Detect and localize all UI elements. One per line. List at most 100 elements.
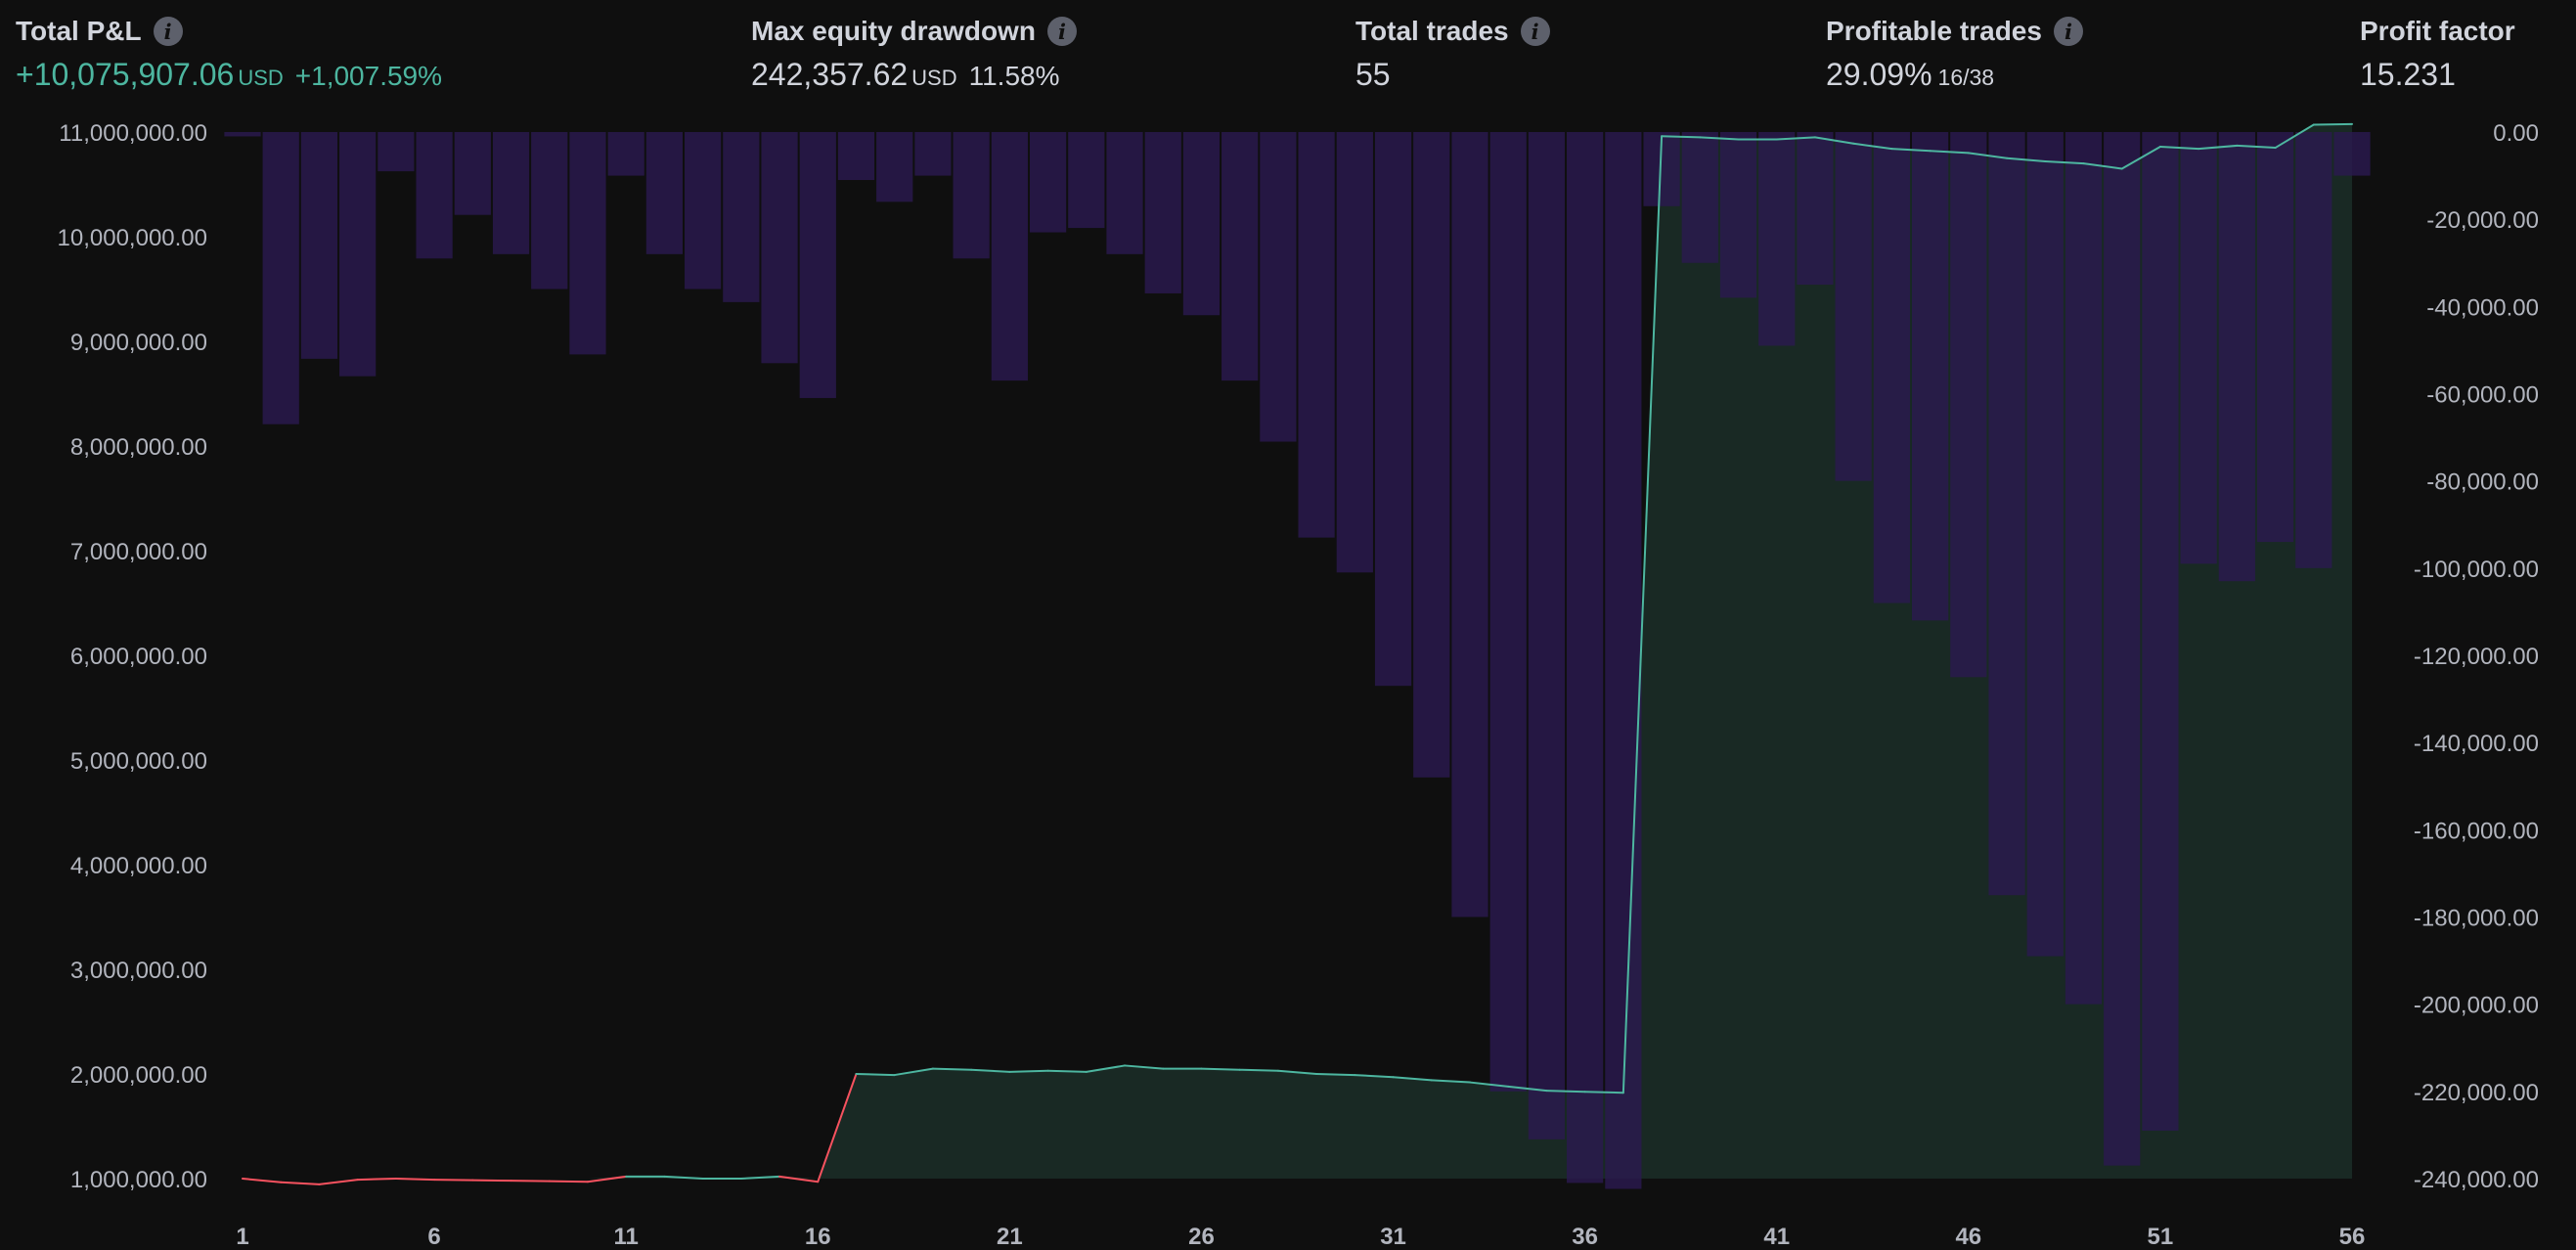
drawdown-bar bbox=[1681, 132, 1718, 263]
equity-line-segment bbox=[663, 1175, 704, 1180]
drawdown-bar bbox=[1336, 132, 1373, 573]
drawdown-bar bbox=[1298, 132, 1335, 538]
drawdown-bar bbox=[2142, 132, 2179, 1131]
drawdown-bar bbox=[224, 132, 261, 137]
equity-line-segment bbox=[1392, 1076, 1433, 1082]
equity-line-segment bbox=[1699, 136, 1740, 141]
equity-line-segment bbox=[1354, 1074, 1395, 1079]
drawdown-bar bbox=[1528, 132, 1566, 1139]
drawdown-bar bbox=[1413, 132, 1450, 778]
drawdown-bar bbox=[2256, 132, 2294, 543]
total-pl-value: +10,075,907.06 bbox=[16, 57, 235, 92]
y-right-tick-label: -200,000.00 bbox=[2414, 993, 2539, 1019]
max-drawdown-percent: 11.58% bbox=[968, 61, 1060, 91]
equity-line-segment bbox=[548, 1180, 589, 1183]
drawdown-bar bbox=[1489, 132, 1527, 1092]
equity-line-segment bbox=[1813, 136, 1855, 145]
drawdown-bar bbox=[1182, 132, 1221, 316]
info-icon[interactable]: i bbox=[1046, 17, 1077, 46]
equity-line-segment bbox=[893, 1067, 934, 1077]
drawdown-bar bbox=[1873, 132, 1910, 603]
y-left-tick-label: 10,000,000.00 bbox=[58, 225, 207, 251]
y-right-tick-label: -40,000.00 bbox=[2426, 294, 2539, 321]
drawdown-bar bbox=[723, 132, 760, 302]
equity-line-segment bbox=[471, 1179, 512, 1183]
drawdown-bar bbox=[1451, 132, 1488, 917]
max-drawdown-unit: USD bbox=[911, 66, 957, 90]
drawdown-bar bbox=[339, 132, 377, 377]
y-right-tick-label: -100,000.00 bbox=[2414, 557, 2539, 583]
drawdown-bar bbox=[2026, 132, 2064, 957]
drawdown-bar bbox=[645, 132, 684, 254]
drawdown-bar bbox=[2104, 132, 2141, 1166]
equity-line-segment bbox=[1124, 1064, 1165, 1070]
drawdown-bar bbox=[2295, 132, 2332, 568]
equity-line-segment bbox=[318, 1179, 359, 1185]
equity-line-segment bbox=[433, 1179, 474, 1182]
y-right-tick-label: -120,000.00 bbox=[2414, 644, 2539, 670]
equity-line-segment bbox=[1507, 1085, 1548, 1093]
y-left-tick-label: 11,000,000.00 bbox=[59, 120, 207, 147]
equity-line-segment bbox=[855, 1073, 896, 1077]
equity-line-segment bbox=[242, 1178, 283, 1183]
equity-line-segment bbox=[817, 1073, 858, 1183]
drawdown-bar bbox=[1068, 132, 1105, 229]
x-tick-label: 56 bbox=[2339, 1224, 2366, 1250]
equity-line-segment bbox=[970, 1068, 1011, 1073]
y-left-tick-label: 5,000,000.00 bbox=[70, 748, 207, 775]
equity-line-segment bbox=[931, 1067, 973, 1071]
drawdown-bar bbox=[1719, 132, 1757, 298]
equity-line-segment bbox=[1545, 1090, 1586, 1094]
equity-line-segment bbox=[2006, 156, 2047, 162]
max-drawdown-metric: Max equity drawdown i 242,357.62 USD 11.58… bbox=[751, 16, 1077, 93]
max-drawdown-title: Max equity drawdown bbox=[751, 16, 1036, 46]
equity-line-segment bbox=[1200, 1067, 1241, 1071]
drawdown-bar bbox=[1260, 132, 1297, 442]
equity-line-segment bbox=[1890, 148, 1932, 153]
total-pl-metric: Total P&L i +10,075,907.06 USD +1,007.59% bbox=[16, 16, 442, 93]
equity-line-segment bbox=[2044, 159, 2085, 165]
total-trades-metric: Total trades i 55 bbox=[1355, 16, 1550, 93]
drawdown-bar bbox=[876, 132, 913, 202]
profit-factor-title: Profit factor bbox=[2360, 16, 2515, 46]
equity-line-segment bbox=[1583, 1091, 1624, 1094]
y-right-tick-label: -240,000.00 bbox=[2414, 1167, 2539, 1193]
info-icon[interactable]: i bbox=[1520, 17, 1550, 46]
equity-line-segment bbox=[778, 1175, 820, 1183]
x-tick-label: 11 bbox=[613, 1224, 638, 1250]
total-pl-percent: +1,007.59% bbox=[294, 61, 443, 91]
equity-line-segment bbox=[2274, 123, 2315, 150]
drawdown-bar bbox=[569, 132, 606, 355]
drawdown-bar bbox=[914, 132, 952, 176]
info-icon[interactable]: i bbox=[2053, 17, 2083, 46]
y-right-tick-label: -60,000.00 bbox=[2426, 382, 2539, 409]
info-icon[interactable]: i bbox=[153, 17, 183, 46]
drawdown-bar bbox=[492, 132, 530, 254]
x-tick-label: 41 bbox=[1763, 1224, 1790, 1250]
x-tick-label: 1 bbox=[236, 1224, 248, 1250]
drawdown-bar bbox=[300, 132, 338, 359]
drawdown-bar bbox=[1106, 132, 1143, 254]
profitable-trades-value: 29.09% bbox=[1826, 57, 1932, 92]
equity-line-segment bbox=[1008, 1069, 1049, 1073]
profitable-trades-metric: Profitable trades i 29.09% 16/38 bbox=[1826, 16, 2083, 93]
equity-line-segment bbox=[1468, 1081, 1510, 1088]
profitable-trades-ratio: 16/38 bbox=[1937, 65, 1995, 90]
y-right-tick-label: 0.00 bbox=[2493, 120, 2539, 147]
drawdown-bar bbox=[1605, 132, 1642, 1189]
drawdown-bar bbox=[761, 132, 798, 364]
y-left-tick-label: 3,000,000.00 bbox=[70, 958, 207, 984]
drawdown-bar bbox=[1950, 132, 1987, 678]
equity-line-segment bbox=[356, 1178, 397, 1182]
drawdown-bar bbox=[2065, 132, 2103, 1004]
drawdown-bar bbox=[2180, 132, 2217, 564]
x-tick-label: 21 bbox=[997, 1224, 1023, 1250]
equity-line-segment bbox=[1046, 1069, 1088, 1073]
drawdown-bar bbox=[1144, 132, 1181, 293]
equity-line-segment bbox=[2082, 162, 2123, 170]
y-left-tick-label: 2,000,000.00 bbox=[70, 1062, 207, 1089]
x-tick-label: 6 bbox=[427, 1224, 440, 1250]
x-tick-label: 51 bbox=[2148, 1224, 2174, 1250]
equity-line-segment bbox=[1929, 150, 1970, 155]
